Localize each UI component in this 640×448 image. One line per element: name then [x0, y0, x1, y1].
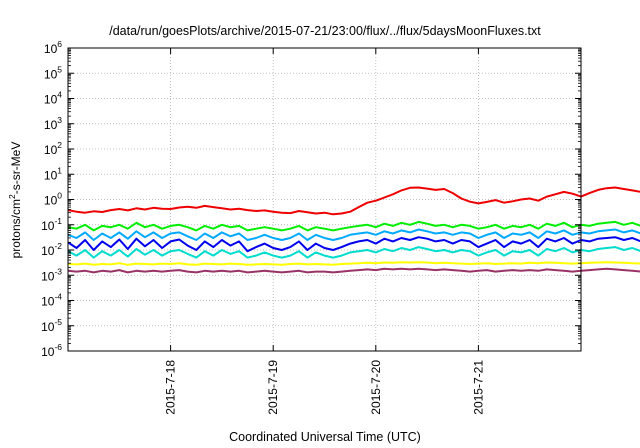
- y-tick-label: 10-6: [41, 342, 62, 359]
- series-line-2: [67, 220, 640, 232]
- plot-frame: [67, 47, 582, 352]
- y-tick-label: 10-5: [41, 317, 62, 334]
- y-axis-label-suffix: -s-sr-MeV: [9, 142, 23, 195]
- x-tick-labels: 2015-7-18 2015-7-19 2015-7-20 2015-7-21: [164, 360, 486, 415]
- x-axis-label: Coordinated Universal Time (UTC): [229, 430, 421, 444]
- y-tick-label: 101: [44, 165, 62, 182]
- series-line-3: [67, 228, 640, 241]
- x-tick-label: 2015-7-18: [164, 360, 178, 415]
- series-layer: [67, 186, 640, 274]
- y-tick-label: 103: [44, 115, 62, 132]
- y-tick-label: 104: [44, 90, 62, 107]
- y-tick-labels: 10-6 10-5 10-4 10-3 10-2 10-1 100 101 102 103 104 1…: [41, 39, 62, 359]
- y-tick-label: 105: [44, 64, 62, 81]
- y-axis-label-prefix: protons/cm: [9, 199, 23, 258]
- chart-title: /data/run/goesPlots/archive/2015-07-21/2…: [109, 24, 541, 38]
- y-tick-label: 10-4: [41, 292, 62, 309]
- series-line-1: [67, 186, 640, 216]
- series-line-4: [67, 236, 640, 253]
- y-tick-label: 10-2: [41, 241, 62, 258]
- series-line-6: [67, 261, 640, 266]
- x-tick-label: 2015-7-21: [471, 360, 485, 415]
- x-tick-label: 2015-7-20: [369, 360, 383, 415]
- y-tick-label: 102: [44, 140, 62, 157]
- x-tick-label: 2015-7-19: [266, 360, 280, 415]
- grid: [68, 48, 581, 351]
- y-tick-label: 106: [44, 39, 62, 56]
- y-tick-label: 10-3: [41, 266, 62, 283]
- ticks: [68, 47, 581, 352]
- y-axis-label: protons/cm2-s-sr-MeV: [7, 142, 23, 259]
- series-line-5: [67, 246, 640, 259]
- y-tick-label: 10-1: [41, 216, 62, 233]
- y-axis-label-sup: 2: [7, 194, 17, 199]
- series-line-7: [67, 267, 640, 274]
- y-tick-label: 100: [44, 191, 62, 208]
